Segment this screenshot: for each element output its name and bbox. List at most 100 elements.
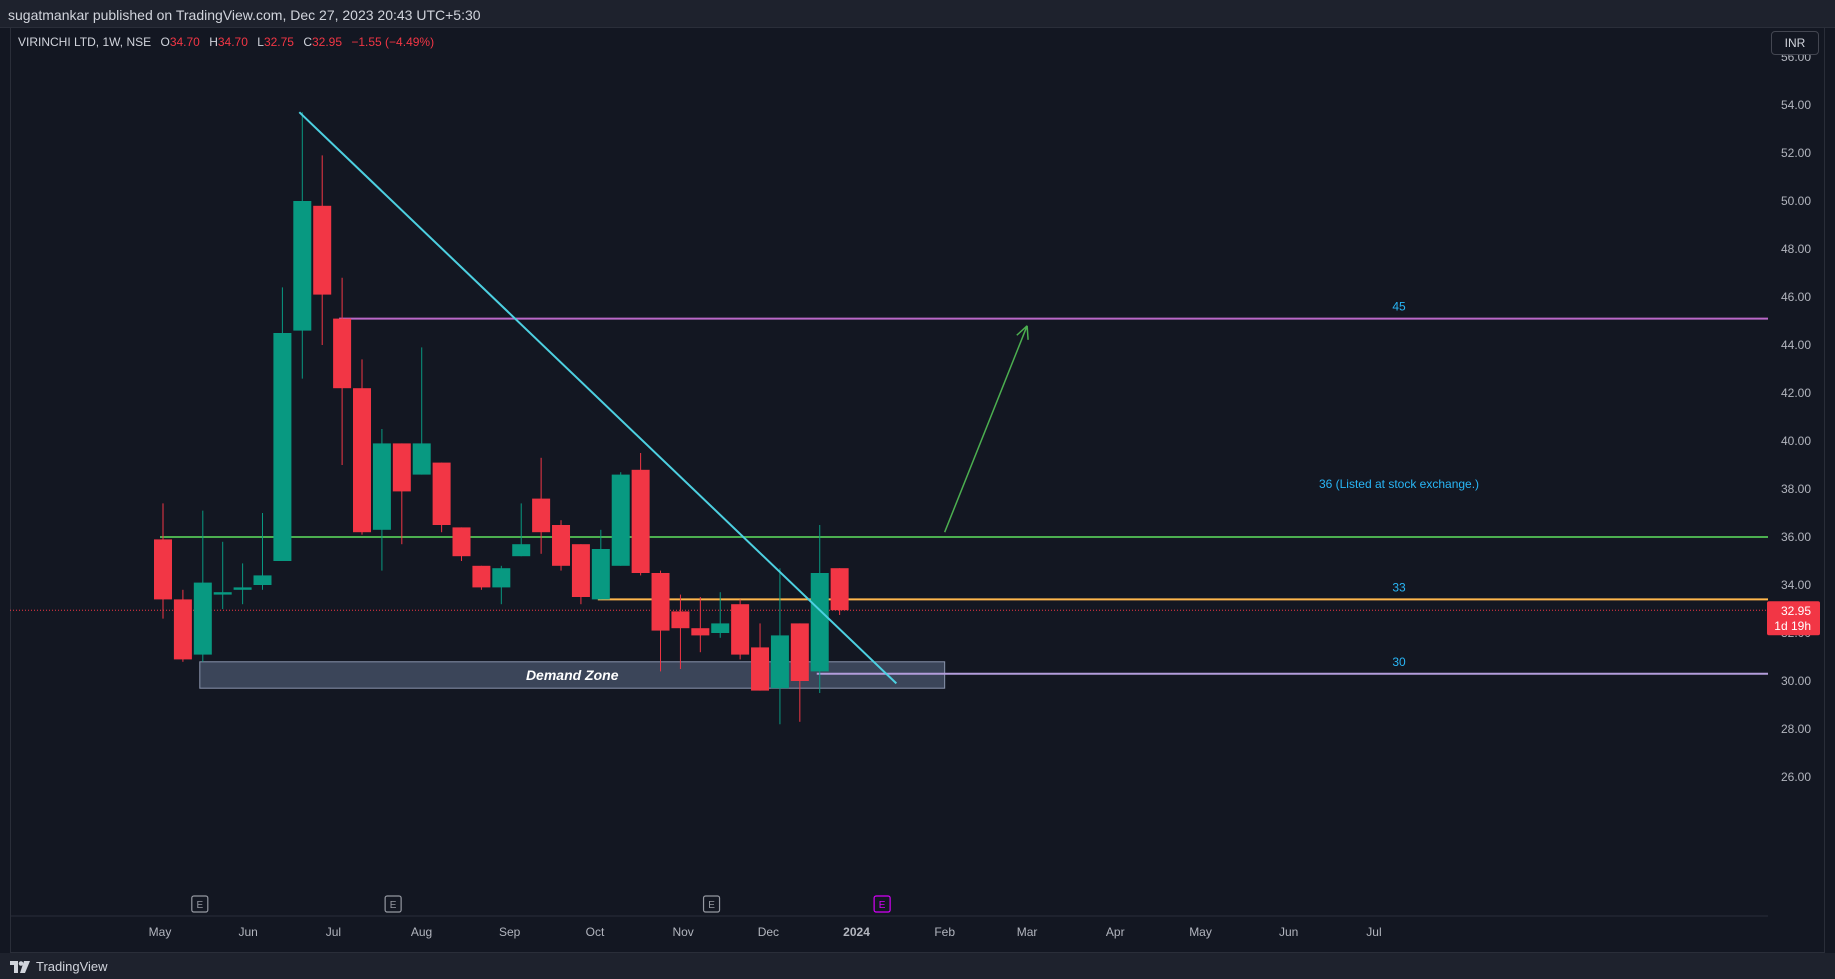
level-label: 30: [1392, 655, 1406, 669]
candle-body: [154, 539, 172, 600]
time-tick-label: Dec: [758, 925, 779, 939]
time-tick-label: Nov: [672, 925, 693, 939]
price-tick-label: 54.00: [1781, 98, 1811, 112]
time-tick-label: Jun: [238, 925, 257, 939]
time-tick-label: Oct: [586, 925, 605, 939]
footer-bar: TradingView: [0, 953, 1835, 979]
price-tick-label: 44.00: [1781, 338, 1811, 352]
price-tick-label: 50.00: [1781, 194, 1811, 208]
candle-body: [333, 318, 352, 389]
open-label: O: [160, 35, 170, 49]
currency-button[interactable]: INR: [1771, 31, 1819, 55]
candle-body: [731, 604, 750, 655]
candle-body: [412, 443, 431, 475]
candle-body: [751, 647, 770, 691]
candle-body: [173, 599, 192, 660]
time-tick-label: Jun: [1279, 925, 1298, 939]
candle-body: [532, 498, 551, 533]
earnings-marker-icon: [702, 895, 721, 913]
candle-body: [512, 544, 531, 557]
earnings-marker-label: E: [708, 900, 715, 911]
candle-body: [273, 333, 292, 561]
tradingview-logo-icon: [10, 960, 30, 973]
earnings-marker-icon: [384, 895, 402, 913]
earnings-marker-label: E: [879, 900, 886, 911]
candle-body: [631, 469, 650, 573]
price-tick-label: 28.00: [1781, 722, 1811, 736]
candle-body: [492, 568, 511, 588]
price-chart[interactable]: 56.0054.0052.0050.0048.0046.0044.0042.00…: [0, 0, 1835, 953]
horizontal-levels: 45 36 (Listed at stock exchange.) 33 30: [10, 300, 1768, 675]
close-label: C: [303, 35, 312, 49]
close-value: 32.95: [311, 35, 343, 49]
candle-body: [571, 544, 590, 597]
candle-body: [313, 205, 332, 295]
drawings: [298, 111, 1029, 685]
price-tag: [1767, 601, 1820, 636]
level-label: 36 (Listed at stock exchange.): [1319, 477, 1479, 491]
candle-body: [711, 623, 730, 633]
time-tick-label: 2024: [843, 925, 870, 939]
level-label: 33: [1392, 580, 1406, 594]
candle-body: [472, 565, 491, 588]
candle-body: [651, 573, 670, 631]
symbol-title[interactable]: VIRINCHI LTD, 1W, NSE: [18, 35, 152, 49]
time-tick-label: May: [149, 925, 172, 939]
level-label: 45: [1392, 300, 1406, 314]
time-tick-label: Apr: [1106, 925, 1125, 939]
price-tick-label: 46.00: [1781, 290, 1811, 304]
candle-body: [193, 582, 212, 655]
candle-body: [671, 611, 690, 629]
price-tick-label: 40.00: [1781, 434, 1811, 448]
candle-body: [691, 628, 710, 636]
target-arrow: [943, 325, 1028, 533]
candle-body: [253, 575, 272, 585]
time-tick-label: Feb: [934, 925, 955, 939]
price-axis-ticks: 56.0054.0052.0050.0048.0046.0044.0042.00…: [1781, 50, 1811, 784]
time-tick-label: Mar: [1017, 925, 1038, 939]
candle-body: [233, 587, 252, 590]
price-tick-label: 30.00: [1781, 674, 1811, 688]
candle-body: [452, 527, 471, 557]
candle-body: [213, 592, 232, 595]
low-value: 32.75: [263, 35, 294, 49]
earnings-marker-label: E: [390, 900, 397, 911]
demand-zone-label: Demand Zone: [526, 667, 619, 683]
time-tick-label: Sep: [499, 925, 521, 939]
open-value: 34.70: [169, 35, 200, 49]
price-tick-label: 34.00: [1781, 578, 1811, 592]
candle-body: [552, 525, 571, 566]
candle-body: [392, 443, 411, 492]
earnings-marker-icon: [873, 895, 891, 913]
price-tick-label: 42.00: [1781, 386, 1811, 400]
tradingview-brand: TradingView: [36, 959, 108, 974]
symbol-legend: VIRINCHI LTD, 1W, NSE O34.70 H34.70 L32.…: [18, 35, 434, 49]
candle-body: [810, 573, 829, 672]
candles: [154, 112, 849, 725]
earnings-marker-icon: [191, 895, 209, 913]
candle-body: [830, 568, 849, 611]
price-tick-label: 26.00: [1781, 770, 1811, 784]
time-tick-label: Jul: [326, 925, 341, 939]
candle-body: [591, 549, 610, 600]
trendline: [298, 111, 898, 685]
candle-body: [432, 462, 451, 525]
time-tick-label: Aug: [411, 925, 432, 939]
price-tick-label: 38.00: [1781, 482, 1811, 496]
price-tick-label: 48.00: [1781, 242, 1811, 256]
tradingview-logo[interactable]: TradingView: [10, 959, 108, 974]
chart-frame[interactable]: [10, 27, 1825, 953]
high-label: H: [209, 35, 218, 49]
earnings-marker-label: E: [196, 900, 203, 911]
price-tick-label: 36.00: [1781, 530, 1811, 544]
price-tag-countdown: 1d 19h: [1774, 619, 1811, 633]
price-tick-label: 52.00: [1781, 146, 1811, 160]
demand-zone: Demand Zone: [199, 661, 946, 689]
high-value: 34.70: [217, 35, 248, 49]
candle-body: [293, 201, 312, 331]
time-tick-label: Jul: [1366, 925, 1381, 939]
candle-body: [770, 635, 789, 689]
price-tag-value: 32.95: [1781, 604, 1811, 618]
